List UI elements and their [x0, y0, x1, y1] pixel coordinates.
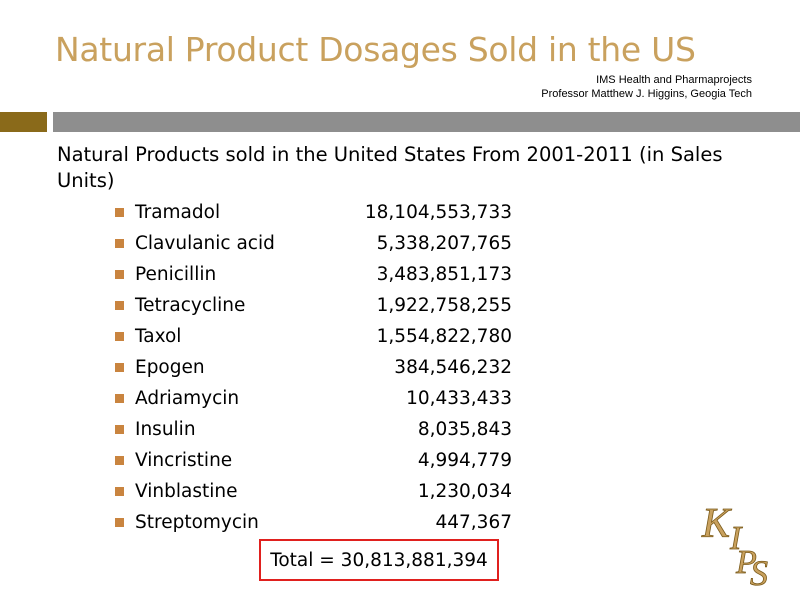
product-value: 1,922,758,255 — [376, 295, 512, 316]
product-value: 3,483,851,173 — [376, 264, 512, 285]
product-name: Vincristine — [135, 450, 233, 471]
svg-text:K: K — [701, 501, 732, 547]
product-value: 447,367 — [435, 512, 512, 533]
product-value: 8,035,843 — [417, 419, 512, 440]
bullet-icon — [115, 487, 124, 496]
list-item: Penicillin 3,483,851,173 — [115, 259, 512, 290]
source-line-2: Professor Matthew J. Higgins, Geogia Tec… — [541, 88, 752, 100]
svg-text:I: I — [729, 520, 743, 557]
list-item: Tramadol 18,104,553,733 — [115, 197, 512, 228]
list-item: Adriamycin 10,433,433 — [115, 383, 512, 414]
bullet-icon — [115, 363, 124, 372]
product-value: 384,546,232 — [394, 357, 512, 378]
list-item: Streptomycin 447,367 — [115, 507, 512, 538]
source-attribution: IMS Health and Pharmaprojects Professor … — [541, 73, 752, 101]
slide-title: Natural Product Dosages Sold in the US — [55, 30, 696, 69]
bullet-icon — [115, 518, 124, 527]
product-name: Tetracycline — [135, 295, 246, 316]
bullet-icon — [115, 425, 124, 434]
product-name: Vinblastine — [135, 481, 238, 502]
product-list: Tramadol 18,104,553,733 Clavulanic acid 5,… — [115, 197, 512, 538]
bullet-icon — [115, 270, 124, 279]
bullet-icon — [115, 332, 124, 341]
product-name: Epogen — [135, 357, 205, 378]
bullet-icon — [115, 301, 124, 310]
product-name: Taxol — [135, 326, 182, 347]
product-name: Streptomycin — [135, 512, 259, 533]
slide-subtitle: Natural Products sold in the United Stat… — [57, 143, 723, 192]
list-item: Vincristine 4,994,779 — [115, 445, 512, 476]
list-item: Epogen 384,546,232 — [115, 352, 512, 383]
list-item: Clavulanic acid 5,338,207,765 — [115, 228, 512, 259]
product-value: 18,104,553,733 — [364, 202, 512, 223]
header-rule-accent — [0, 112, 47, 132]
svg-text:S: S — [750, 553, 768, 587]
product-value: 10,433,433 — [406, 388, 512, 409]
header-rule-bar — [53, 112, 800, 132]
bullet-icon — [115, 239, 124, 248]
bullet-icon — [115, 208, 124, 217]
product-value: 1,554,822,780 — [376, 326, 512, 347]
svg-text:P: P — [735, 544, 757, 581]
product-name: Adriamycin — [135, 388, 240, 409]
list-item: Vinblastine 1,230,034 — [115, 476, 512, 507]
product-name: Penicillin — [135, 264, 217, 285]
total-box: Total = 30,813,881,394 — [259, 539, 499, 581]
list-item: Insulin 8,035,843 — [115, 414, 512, 445]
product-value: 1,230,034 — [417, 481, 512, 502]
product-name: Clavulanic acid — [135, 233, 275, 254]
source-line-1: IMS Health and Pharmaprojects — [596, 74, 752, 86]
bullet-icon — [115, 394, 124, 403]
kips-logo: K I P S — [701, 501, 769, 587]
bullet-icon — [115, 456, 124, 465]
list-item: Taxol 1,554,822,780 — [115, 321, 512, 352]
list-item: Tetracycline 1,922,758,255 — [115, 290, 512, 321]
product-name: Insulin — [135, 419, 196, 440]
product-name: Tramadol — [135, 202, 221, 223]
product-value: 4,994,779 — [417, 450, 512, 471]
product-value: 5,338,207,765 — [376, 233, 512, 254]
